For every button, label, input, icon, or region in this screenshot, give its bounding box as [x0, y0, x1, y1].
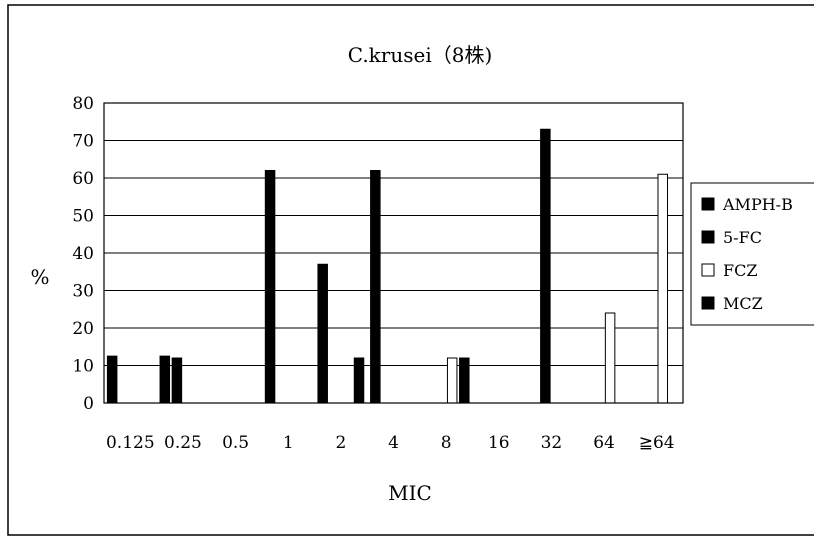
x-tick-label: 16 [488, 433, 510, 453]
legend-label: AMPH-B [722, 195, 793, 214]
plot-area [103, 102, 684, 404]
legend-label: 5-FC [723, 228, 762, 247]
x-axis-title: MIC [388, 481, 432, 505]
legend: AMPH-B 5-FC FCZ MCZ [690, 182, 814, 326]
x-tick-label: 2 [335, 433, 346, 453]
legend-swatch [701, 230, 715, 244]
legend-swatch [701, 296, 715, 310]
y-tick-label: 40 [72, 244, 94, 264]
y-tick-label: 0 [83, 394, 94, 414]
x-tick-label: 0.25 [164, 433, 202, 453]
x-tick-labels: 0.125 0.25 0.5 1 2 4 8 16 32 64 ≧64 [106, 433, 675, 453]
x-tick-label: 0.5 [222, 433, 249, 453]
legend-swatch [701, 263, 715, 277]
bar-fcz [604, 312, 616, 404]
y-tick-label: 20 [72, 319, 94, 339]
bar-mcz [353, 357, 365, 404]
legend-swatch [701, 197, 715, 211]
x-tick-label: 8 [441, 433, 452, 453]
bar-5-fc [540, 128, 551, 404]
x-tick-label: ≧64 [639, 433, 675, 453]
bar-amph-b [317, 263, 328, 404]
bar-amph-b [264, 170, 276, 404]
y-tick-label: 10 [72, 357, 94, 377]
y-tick-label: 30 [72, 282, 94, 302]
y-tick-labels: 0 10 20 30 40 50 60 70 80 [72, 94, 94, 414]
y-tick-label: 80 [72, 94, 94, 114]
y-tick-label: 50 [72, 207, 94, 227]
y-tick-label: 70 [72, 132, 94, 152]
y-axis-title: % [30, 265, 49, 289]
legend-label: MCZ [723, 294, 763, 313]
x-tick-label: 64 [593, 433, 615, 453]
bar-fcz [446, 357, 458, 404]
chart-title: C.krusei（8株) [348, 43, 493, 67]
legend-label: FCZ [723, 261, 757, 280]
bar-amph-b [106, 355, 118, 404]
bar-fcz [657, 173, 668, 404]
x-tick-label: 1 [283, 433, 294, 453]
x-tick-label: 32 [541, 433, 563, 453]
chart-frame [7, 4, 814, 536]
x-tick-label: 4 [388, 433, 399, 453]
bar-5-fc [171, 357, 183, 404]
bar-amph-b [159, 355, 171, 404]
y-tick-label: 60 [72, 169, 94, 189]
bar-mcz [459, 357, 470, 404]
x-tick-label: 0.125 [106, 433, 155, 453]
bar-amph-b [370, 170, 381, 404]
